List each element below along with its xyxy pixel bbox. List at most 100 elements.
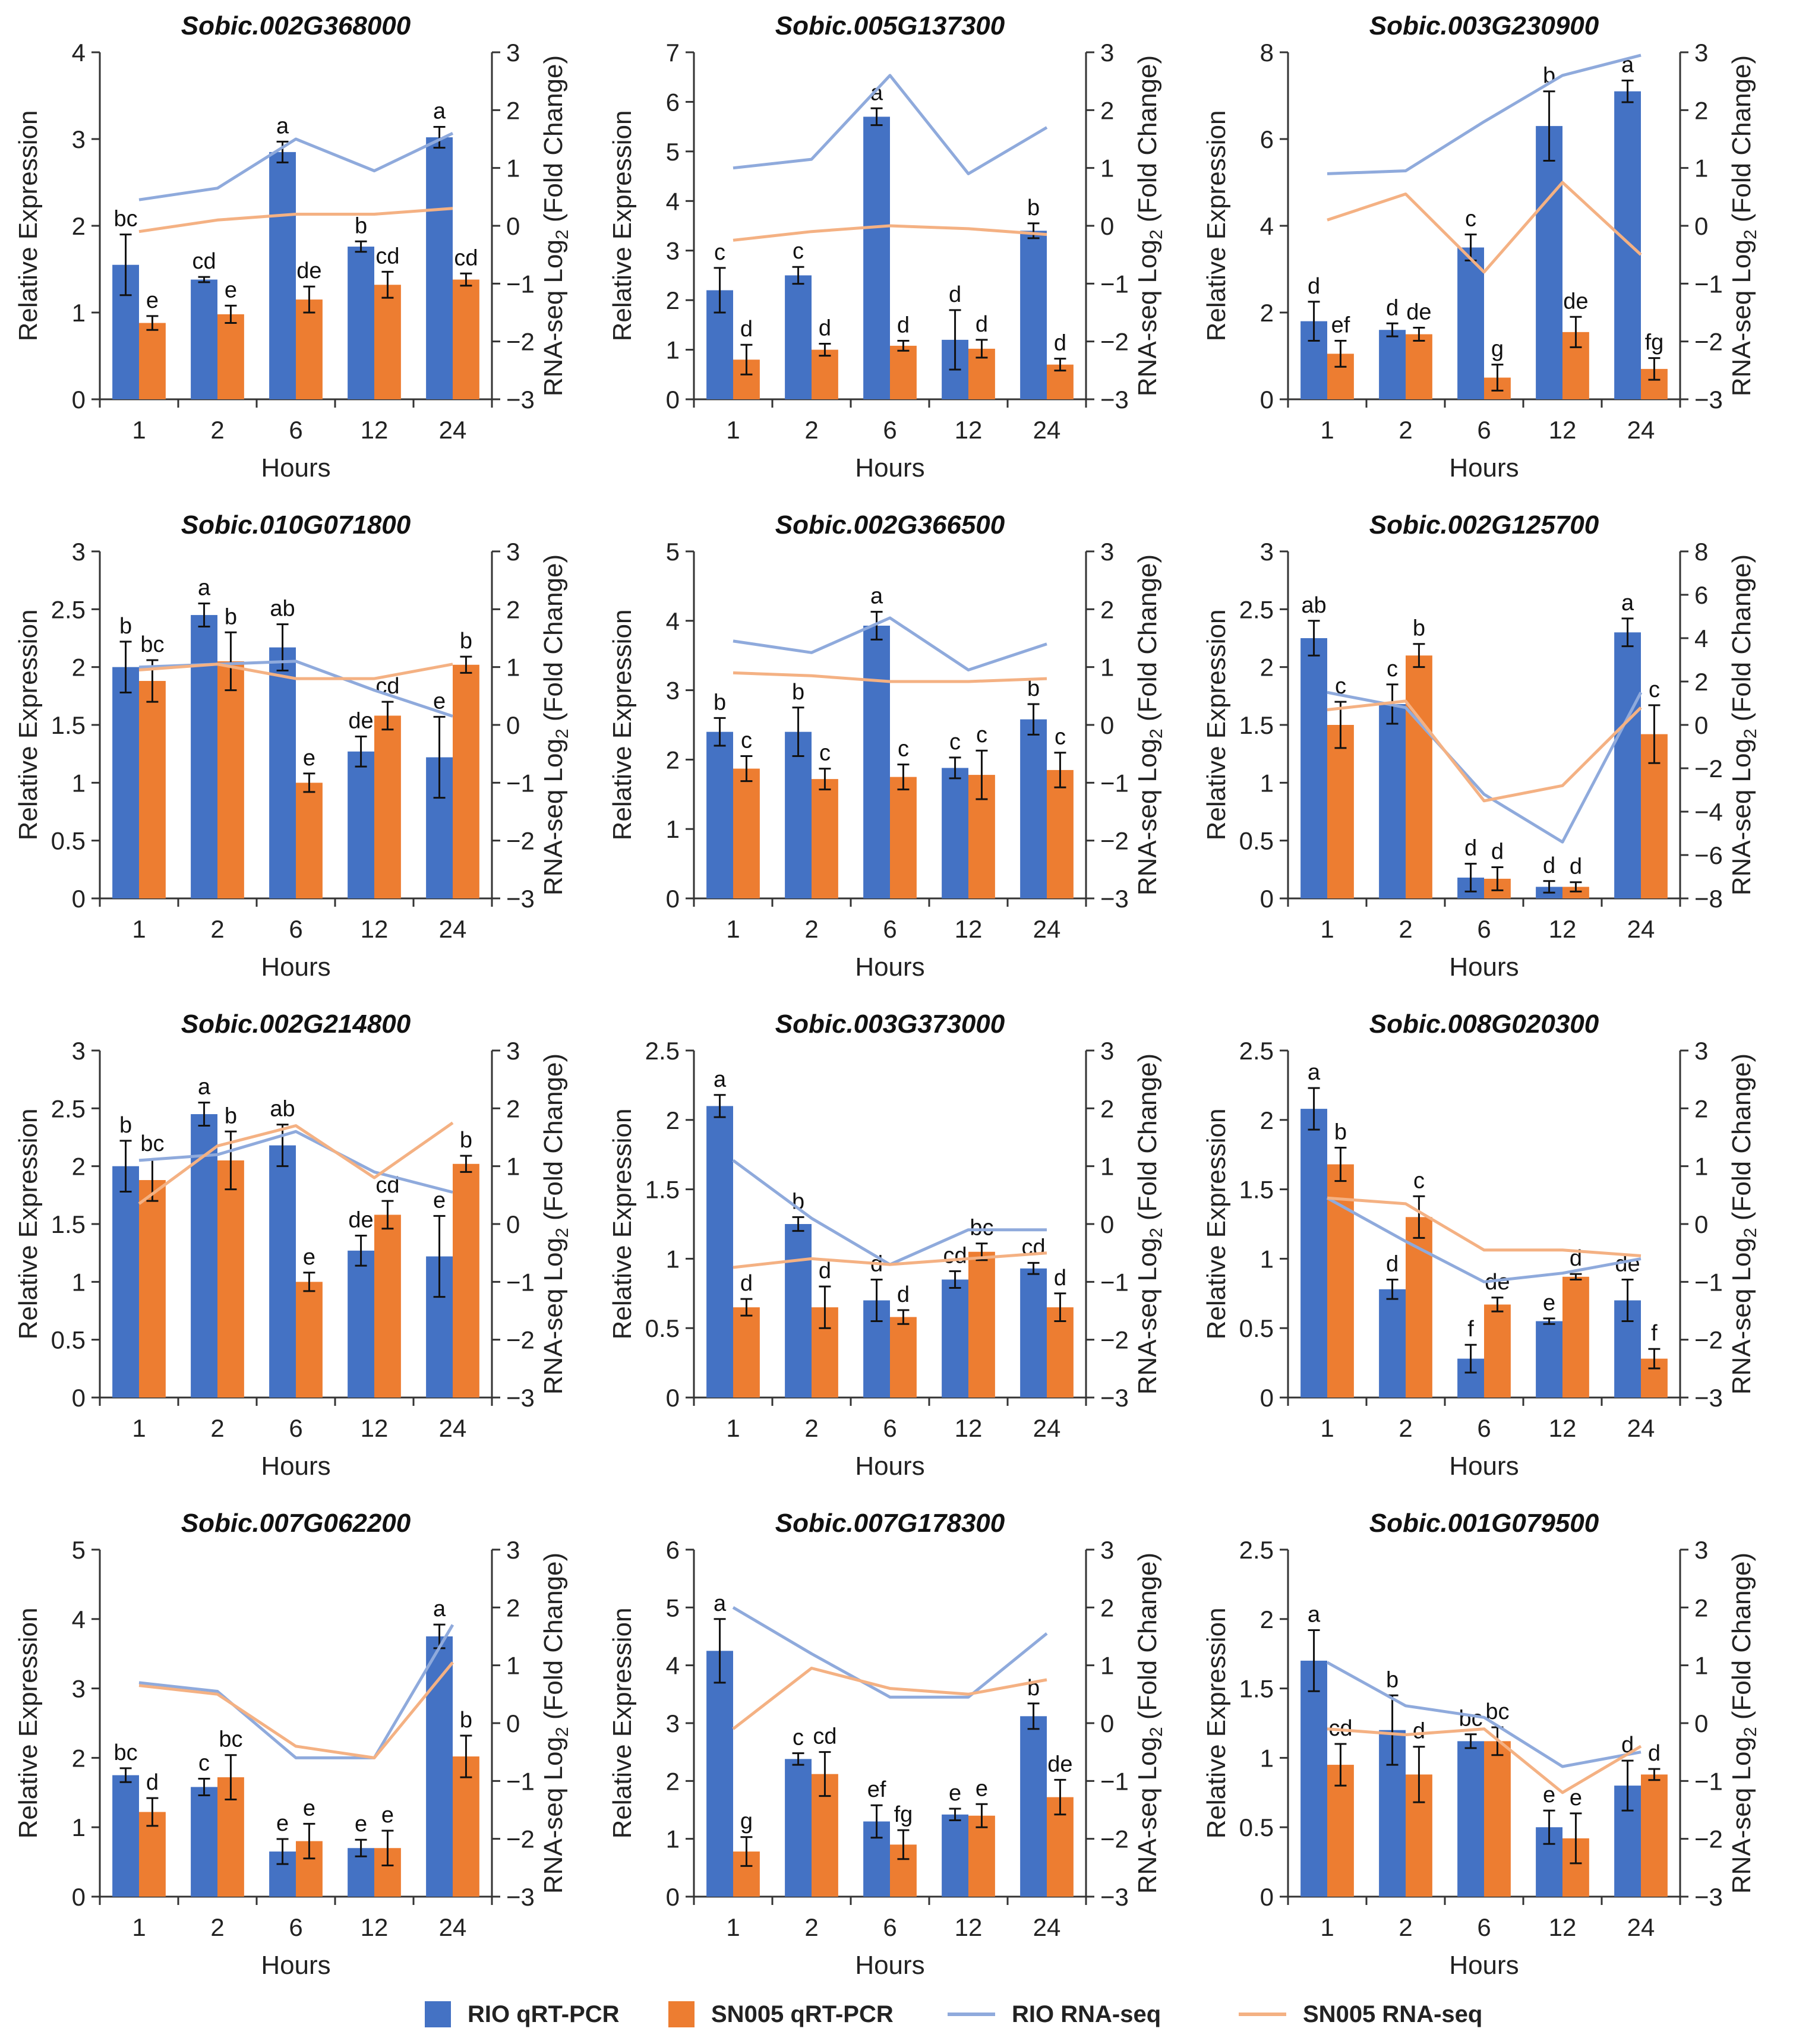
- bar-sn005-qrt: [453, 1163, 479, 1398]
- significance-label: cd: [454, 245, 478, 270]
- significance-label: de: [1563, 289, 1588, 314]
- y2-tick-label: 2: [1100, 1594, 1114, 1622]
- legend-label-rio-qrt: RIO qRT-PCR: [468, 2001, 620, 2027]
- line-sn005-rnaseq: [1327, 1196, 1642, 1257]
- line-rio-rnaseq: [1326, 1197, 1642, 1283]
- y-tick-label: 1: [1260, 1245, 1274, 1273]
- chart-panel: Sobic.002G21480000.511.522.53−3−2−101231…: [14, 1010, 572, 1481]
- x-tick-label: 12: [1549, 1913, 1577, 1941]
- line-sn005-rnaseq: [138, 207, 453, 234]
- y-tick-label: 2: [1260, 654, 1274, 682]
- y-axis-title: Relative Expression: [608, 1608, 637, 1839]
- significance-label: e: [276, 1811, 289, 1836]
- bar-sn005-qrt: [217, 661, 244, 898]
- chart-title: Sobic.001G079500: [1369, 1509, 1599, 1538]
- significance-label: e: [381, 1803, 394, 1828]
- y-axis-title: Relative Expression: [608, 1109, 637, 1340]
- x-axis-title: Hours: [1449, 1452, 1519, 1481]
- y2-tick-label: −1: [1694, 1268, 1723, 1296]
- x-tick-label: 24: [1627, 1414, 1655, 1442]
- y2-tick-label: 3: [1694, 39, 1708, 67]
- y2-tick-label: −2: [1694, 328, 1723, 356]
- y2-tick-label: 3: [506, 39, 520, 67]
- significance-label: b: [119, 1113, 132, 1138]
- y2-tick-label: 1: [506, 1652, 520, 1680]
- y2-tick-label: 0: [1694, 1210, 1708, 1238]
- significance-label: b: [1413, 616, 1425, 641]
- x-tick-label: 6: [289, 416, 302, 444]
- significance-label: b: [355, 213, 367, 238]
- x-tick-label: 2: [804, 1414, 818, 1442]
- bar-rio-qrt: [706, 1651, 733, 1897]
- significance-label: a: [198, 576, 211, 601]
- significance-label: de: [348, 1207, 373, 1232]
- significance-label: a: [714, 1067, 727, 1092]
- significance-label: d: [1054, 331, 1066, 356]
- y2-tick-label: −3: [506, 885, 535, 913]
- y2-axis-title: RNA-seq Log2 (Fold Change): [1133, 554, 1166, 895]
- y2-axis-title: RNA-seq Log2 (Fold Change): [1133, 1553, 1166, 1894]
- y-tick-label: 0: [666, 1883, 680, 1911]
- bar-rio-qrt: [863, 116, 890, 399]
- bar-sn005-qrt: [1327, 725, 1354, 898]
- bar-rio-qrt: [269, 1145, 296, 1398]
- significance-label: c: [976, 723, 987, 747]
- y-axis-title: Relative Expression: [1202, 610, 1231, 841]
- line-sn005-rnaseq: [138, 1661, 454, 1759]
- y-tick-label: 1: [666, 1245, 680, 1273]
- y2-tick-label: 2: [506, 1094, 520, 1122]
- y-tick-label: 0.5: [51, 1326, 86, 1354]
- significance-label: a: [433, 1597, 446, 1622]
- y-tick-label: 0.5: [1239, 827, 1274, 855]
- bar-sn005-qrt: [1484, 1741, 1511, 1897]
- x-tick-label: 24: [439, 1913, 467, 1941]
- significance-label: e: [1570, 1786, 1582, 1810]
- y2-tick-label: 1: [506, 154, 520, 182]
- y-tick-label: 1.5: [1239, 1675, 1274, 1703]
- y-axis-title: Relative Expression: [14, 610, 43, 841]
- significance-label: a: [198, 1075, 211, 1100]
- x-tick-label: 1: [132, 1913, 146, 1941]
- y-tick-label: 3: [72, 1675, 86, 1703]
- y2-tick-label: 2: [1100, 595, 1114, 623]
- y2-tick-label: 1: [1100, 1153, 1114, 1181]
- y2-tick-label: −2: [1694, 755, 1723, 783]
- significance-label: bc: [140, 1131, 164, 1156]
- y2-axis-title: RNA-seq Log2 (Fold Change): [539, 55, 572, 396]
- x-axis-title: Hours: [1449, 952, 1519, 982]
- y-axis-title: Relative Expression: [608, 111, 637, 342]
- bar-sn005-qrt: [1641, 1774, 1668, 1897]
- x-tick-label: 1: [726, 915, 740, 943]
- y2-tick-label: 2: [1694, 96, 1708, 124]
- y2-tick-label: −1: [506, 270, 535, 298]
- y2-tick-label: −2: [1694, 1326, 1723, 1354]
- y2-tick-label: 2: [1694, 1594, 1708, 1622]
- x-tick-label: 24: [439, 1414, 467, 1442]
- y2-tick-label: 3: [1100, 1037, 1114, 1065]
- y-tick-label: 1.5: [51, 1210, 86, 1238]
- significance-label: bc: [140, 632, 164, 657]
- y2-tick-label: −3: [506, 386, 535, 414]
- significance-label: d: [976, 312, 988, 337]
- significance-label: bc: [219, 1727, 242, 1752]
- bar-sn005-qrt: [1327, 1164, 1354, 1398]
- bar-sn005-qrt: [1047, 769, 1074, 898]
- significance-label: d: [1543, 853, 1555, 878]
- y2-tick-label: 3: [1694, 1536, 1708, 1564]
- x-tick-label: 6: [289, 915, 302, 943]
- y-axis-title: Relative Expression: [1202, 1608, 1231, 1839]
- bar-rio-qrt: [1020, 1716, 1047, 1897]
- significance-label: d: [1570, 854, 1582, 879]
- y-tick-label: 2: [72, 1744, 86, 1772]
- chart-title: Sobic.002G368000: [181, 11, 411, 40]
- x-tick-label: 6: [883, 1414, 896, 1442]
- bar-rio-qrt: [348, 247, 374, 399]
- bar-rio-qrt: [348, 1250, 374, 1398]
- y2-tick-label: −1: [506, 769, 535, 797]
- significance-label: e: [976, 1776, 988, 1801]
- significance-label: c: [793, 239, 804, 264]
- bar-sn005-qrt: [296, 783, 323, 898]
- x-tick-label: 24: [439, 416, 467, 444]
- x-tick-label: 1: [1320, 1414, 1334, 1442]
- y-tick-label: 1: [1260, 1744, 1274, 1772]
